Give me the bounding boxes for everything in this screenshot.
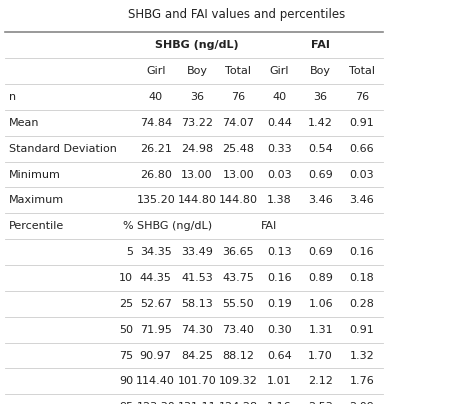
Text: FAI: FAI — [311, 40, 330, 50]
Text: 40: 40 — [273, 92, 286, 102]
Text: 0.18: 0.18 — [349, 273, 374, 283]
Text: 1.16: 1.16 — [267, 402, 292, 404]
Text: 44.35: 44.35 — [140, 273, 172, 283]
Text: 0.13: 0.13 — [267, 247, 292, 257]
Text: Total: Total — [225, 66, 251, 76]
Text: 0.16: 0.16 — [350, 247, 374, 257]
Text: 101.70: 101.70 — [178, 377, 216, 386]
Text: 24.98: 24.98 — [181, 144, 213, 154]
Text: n: n — [9, 92, 16, 102]
Text: 1.32: 1.32 — [349, 351, 374, 360]
Text: 144.80: 144.80 — [177, 196, 217, 205]
Text: 36.65: 36.65 — [222, 247, 254, 257]
Text: 1.38: 1.38 — [267, 196, 292, 205]
Text: 131.11: 131.11 — [178, 402, 216, 404]
Text: 55.50: 55.50 — [222, 299, 254, 309]
Text: 13.00: 13.00 — [222, 170, 254, 179]
Text: Total: Total — [349, 66, 375, 76]
Text: 76: 76 — [231, 92, 245, 102]
Text: 25.48: 25.48 — [222, 144, 254, 154]
Text: 50: 50 — [119, 325, 133, 335]
Text: 71.95: 71.95 — [140, 325, 172, 335]
Text: Percentile: Percentile — [9, 221, 64, 231]
Text: 0.89: 0.89 — [308, 273, 333, 283]
Text: FAI: FAI — [261, 221, 277, 231]
Text: 0.19: 0.19 — [267, 299, 292, 309]
Text: 1.31: 1.31 — [309, 325, 333, 335]
Text: 0.16: 0.16 — [267, 273, 292, 283]
Text: SHBG (ng/dL): SHBG (ng/dL) — [155, 40, 239, 50]
Text: Mean: Mean — [9, 118, 39, 128]
Text: 0.69: 0.69 — [308, 170, 333, 179]
Text: 2.12: 2.12 — [308, 377, 333, 386]
Text: 36: 36 — [190, 92, 204, 102]
Text: 73.40: 73.40 — [222, 325, 254, 335]
Text: 0.03: 0.03 — [350, 170, 374, 179]
Text: 1.42: 1.42 — [308, 118, 333, 128]
Text: 114.40: 114.40 — [136, 377, 175, 386]
Text: 1.70: 1.70 — [308, 351, 333, 360]
Text: Girl: Girl — [146, 66, 165, 76]
Text: 0.66: 0.66 — [350, 144, 374, 154]
Text: 26.21: 26.21 — [140, 144, 172, 154]
Text: 144.80: 144.80 — [219, 196, 258, 205]
Text: 1.06: 1.06 — [309, 299, 333, 309]
Text: 0.64: 0.64 — [267, 351, 292, 360]
Text: 0.54: 0.54 — [308, 144, 333, 154]
Text: 0.91: 0.91 — [349, 325, 374, 335]
Text: 3.46: 3.46 — [308, 196, 333, 205]
Text: Minimum: Minimum — [9, 170, 60, 179]
Text: 0.44: 0.44 — [267, 118, 292, 128]
Text: 76: 76 — [355, 92, 369, 102]
Text: 75: 75 — [119, 351, 133, 360]
Text: 52.67: 52.67 — [140, 299, 172, 309]
Text: 0.30: 0.30 — [267, 325, 292, 335]
Text: 123.30: 123.30 — [137, 402, 175, 404]
Text: 2.09: 2.09 — [349, 402, 374, 404]
Text: 0.03: 0.03 — [267, 170, 292, 179]
Text: 84.25: 84.25 — [181, 351, 213, 360]
Text: Boy: Boy — [186, 66, 208, 76]
Text: 1.01: 1.01 — [267, 377, 292, 386]
Text: 0.28: 0.28 — [349, 299, 374, 309]
Text: %: % — [123, 221, 133, 231]
Text: 1.76: 1.76 — [349, 377, 374, 386]
Text: 90: 90 — [119, 377, 133, 386]
Text: SHBG and FAI values and percentiles: SHBG and FAI values and percentiles — [128, 8, 346, 21]
Text: SHBG (ng/dL): SHBG (ng/dL) — [137, 221, 212, 231]
Text: 40: 40 — [149, 92, 163, 102]
Text: 43.75: 43.75 — [222, 273, 254, 283]
Text: 90.97: 90.97 — [140, 351, 172, 360]
Text: 33.49: 33.49 — [181, 247, 213, 257]
Text: 41.53: 41.53 — [181, 273, 213, 283]
Text: 135.20: 135.20 — [137, 196, 175, 205]
Text: Girl: Girl — [270, 66, 289, 76]
Text: 74.07: 74.07 — [222, 118, 254, 128]
Text: 95: 95 — [119, 402, 133, 404]
Text: 3.46: 3.46 — [349, 196, 374, 205]
Text: 74.30: 74.30 — [181, 325, 213, 335]
Text: 34.35: 34.35 — [140, 247, 172, 257]
Text: 0.69: 0.69 — [308, 247, 333, 257]
Text: Boy: Boy — [310, 66, 331, 76]
Text: 74.84: 74.84 — [140, 118, 172, 128]
Text: 25: 25 — [119, 299, 133, 309]
Text: 0.91: 0.91 — [349, 118, 374, 128]
Text: 88.12: 88.12 — [222, 351, 254, 360]
Text: 2.53: 2.53 — [308, 402, 333, 404]
Text: Maximum: Maximum — [9, 196, 64, 205]
Text: 124.28: 124.28 — [219, 402, 258, 404]
Text: 0.33: 0.33 — [267, 144, 292, 154]
Text: 10: 10 — [119, 273, 133, 283]
Text: 109.32: 109.32 — [219, 377, 258, 386]
Text: 5: 5 — [126, 247, 133, 257]
Text: 26.80: 26.80 — [140, 170, 172, 179]
Text: 58.13: 58.13 — [181, 299, 213, 309]
Text: Standard Deviation: Standard Deviation — [9, 144, 117, 154]
Text: 36: 36 — [314, 92, 328, 102]
Text: 13.00: 13.00 — [181, 170, 213, 179]
Text: 73.22: 73.22 — [181, 118, 213, 128]
